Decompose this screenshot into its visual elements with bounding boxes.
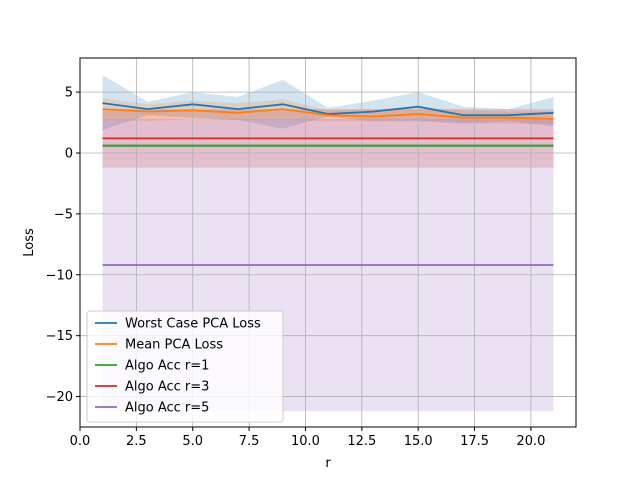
x-tick-label-0: 0.0 (70, 434, 91, 449)
y-tick-label-5: 5 (65, 86, 73, 101)
x-axis-label: r (325, 456, 331, 471)
x-tick-label-2: 5.0 (182, 434, 203, 449)
x-tick-label-3: 7.5 (239, 434, 260, 449)
legend-label-3: Algo Acc r=3 (125, 380, 209, 395)
legend-label-2: Algo Acc r=1 (125, 359, 209, 374)
legend-label-1: Mean PCA Loss (125, 338, 223, 353)
band-1 (102, 98, 554, 124)
x-tick-label-6: 15.0 (404, 434, 433, 449)
y-tick-label-1: −15 (46, 329, 73, 344)
x-tick-label-4: 10.0 (291, 434, 320, 449)
legend-label-4: Algo Acc r=5 (125, 401, 209, 416)
y-tick-label-3: −5 (54, 207, 73, 222)
x-tick-label-8: 20.0 (516, 434, 545, 449)
plot-frame (79, 57, 577, 428)
y-tick-label-0: −20 (46, 390, 73, 405)
x-tick-label-5: 12.5 (347, 434, 376, 449)
series-line-0 (102, 102, 554, 117)
x-tick-label-1: 2.5 (126, 434, 147, 449)
legend: Worst Case PCA Loss Mean PCA Loss Algo Acc… (86, 310, 284, 423)
y-tick-label-4: 0 (65, 146, 73, 161)
legend-label-0: Worst Case PCA Loss (125, 317, 261, 332)
y-tick-label-2: −10 (46, 268, 73, 283)
series-line-1 (102, 108, 554, 120)
y-axis-label: Loss (22, 228, 37, 257)
legend-box (86, 310, 284, 423)
y-axis-ticks: −20 −15 −10 −5 0 5 (46, 86, 80, 405)
series-lines (102, 102, 554, 266)
x-tick-label-7: 17.5 (460, 434, 489, 449)
x-axis-ticks: 0.0 2.5 5.0 7.5 10.0 12.5 15.0 17.5 20.0 (70, 427, 545, 449)
